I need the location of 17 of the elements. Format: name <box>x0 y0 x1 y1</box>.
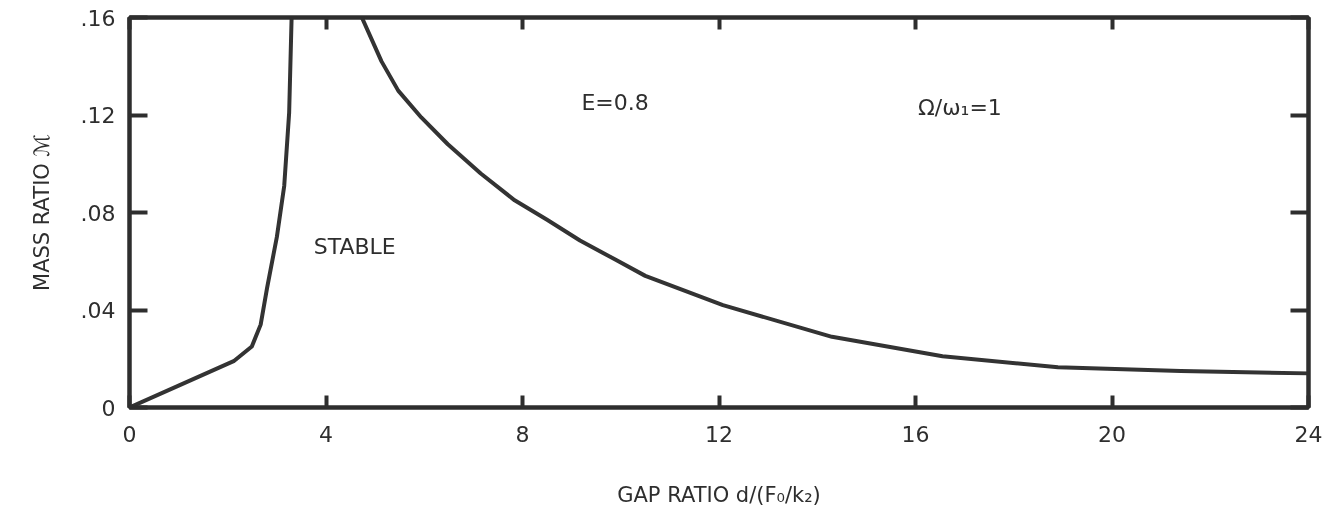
x-axis-title: GAP RATIO d/(F₀/k₂) <box>617 482 821 507</box>
annotation: Ω/ω₁=1 <box>917 95 1002 121</box>
y-tick-label: .04 <box>80 298 116 323</box>
y-tick-label: .08 <box>80 200 116 226</box>
y-tick-label: 0 <box>101 395 116 421</box>
y-tick-label: .16 <box>80 5 116 31</box>
y-axis-title: MASS RATIO ℳ <box>29 134 54 291</box>
x-tick-label: 24 <box>1294 421 1323 447</box>
x-tick-label: 4 <box>319 421 333 447</box>
annotation: E=0.8 <box>581 90 649 116</box>
x-tick-label: 12 <box>705 421 733 447</box>
x-tick-label: 8 <box>515 421 530 447</box>
x-tick-label: 0 <box>122 421 137 447</box>
x-tick-label: 16 <box>901 421 930 447</box>
y-tick-label: .12 <box>80 103 116 128</box>
annotation: STABLE <box>313 234 396 260</box>
x-tick-label: 20 <box>1098 421 1126 447</box>
